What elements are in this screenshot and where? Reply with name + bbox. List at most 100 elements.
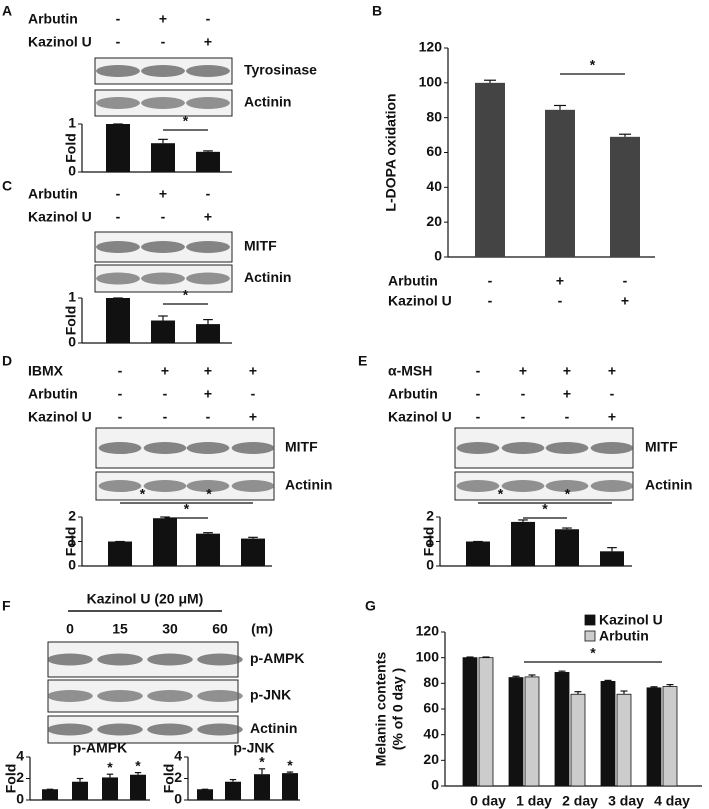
blot-band [501,480,545,492]
treatment-name: Kazinol U [28,209,92,225]
treatment-sign: + [621,293,629,309]
blot-band [197,653,243,666]
significance-star: * [135,757,141,773]
time-label: 30 [162,621,178,637]
treatment-sign: + [556,273,564,289]
y-axis-label: Fold [63,527,79,557]
blot-band [141,65,185,77]
significance-star: * [498,486,504,502]
treatment-sign: - [118,409,123,425]
treatment-sign: - [206,186,211,202]
x-tick-label: 1 day [516,793,552,809]
treatment-name: Arbutin [388,386,438,402]
y-tick-label: 80 [426,108,442,124]
y-tick-label: 100 [416,648,440,664]
blot-band [97,690,143,702]
legend-swatch [584,614,596,626]
treatment-sign: - [558,293,563,309]
bar [554,672,570,787]
significance-star: * [206,486,212,502]
y-tick-label: 2 [174,769,182,785]
bar [600,681,616,787]
time-unit: (m) [251,621,273,637]
treatment-sign: - [565,409,570,425]
y-tick-label: 60 [426,143,442,159]
y-tick-label: 1 [426,532,434,548]
treatment-sign: - [206,11,211,27]
blot-band [98,442,142,454]
blot-band [456,442,500,454]
significance-star: * [590,57,596,73]
treatment-name: Kazinol U [388,293,452,309]
blot-band [47,723,93,736]
band-label: Actinin [250,720,297,736]
y-tick-label: 1 [68,532,76,548]
blot-band [97,723,143,736]
y-tick-label: 2 [16,769,24,785]
time-label: 0 [66,621,74,637]
bar [197,789,213,800]
band-label: p-AMPK [250,650,304,666]
treatment-sign: + [563,363,571,379]
x-tick-label: 4 day [654,793,690,809]
significance-star: * [183,287,189,303]
blot-band [545,480,589,492]
blot-band [47,690,93,702]
bar [106,298,130,343]
bar [555,529,579,566]
treatment-name: Arbutin [28,386,78,402]
treatment-sign: - [251,386,256,402]
time-label: 60 [212,621,228,637]
blot-band [186,65,230,77]
y-tick-label: 0 [16,791,24,807]
treatment-sign: - [521,409,526,425]
x-tick-label: 0 day [470,793,506,809]
legend-swatch [584,630,596,642]
bar [478,657,494,787]
x-tick-label: 3 day [608,793,644,809]
y-tick-label: 40 [426,178,442,194]
bar [196,324,220,343]
y-tick-label: 0 [434,248,442,264]
treatment-sign: - [163,386,168,402]
blot-band [97,653,143,666]
blot-band [141,97,185,109]
x-tick-label: 2 day [562,793,598,809]
treatment-sign: + [249,409,257,425]
bar [466,541,490,566]
panel-label: G [365,598,376,614]
treatment-sign: - [476,363,481,379]
y-axis-label: L-DOPA oxidation [383,93,399,211]
y-axis-label: Fold [63,133,79,163]
blot-band [197,723,243,736]
treatment-sign: - [623,273,628,289]
time-label: 15 [112,621,128,637]
y-tick-label: 80 [423,674,439,690]
chart-title: p-JNK [233,740,274,756]
treatment-sign: + [204,386,212,402]
treatment-sign: - [206,409,211,425]
bar [662,686,678,787]
bar [600,551,624,566]
treatment-sign: - [488,293,493,309]
treatment-sign: - [118,386,123,402]
bar [646,687,662,787]
y-tick-label: 0 [431,777,439,793]
y-tick-label: 0 [426,557,434,573]
blot-band [47,653,93,666]
treatment-sign: - [476,386,481,402]
legend-label: Kazinol U [599,612,663,628]
blot-band [96,272,140,285]
treatment-name: IBMX [28,363,64,379]
blot-band [186,97,230,109]
significance-star: * [590,645,596,661]
band-label: MITF [645,439,678,455]
panel-label: B [372,3,382,19]
treatment-sign: - [521,386,526,402]
blot-band [147,653,193,666]
blot-band [545,442,589,454]
blot-band [231,442,275,454]
treatment-sign: + [159,186,167,202]
significance-star: * [287,757,293,773]
treatment-header: Kazinol U (20 μM) [87,591,204,607]
